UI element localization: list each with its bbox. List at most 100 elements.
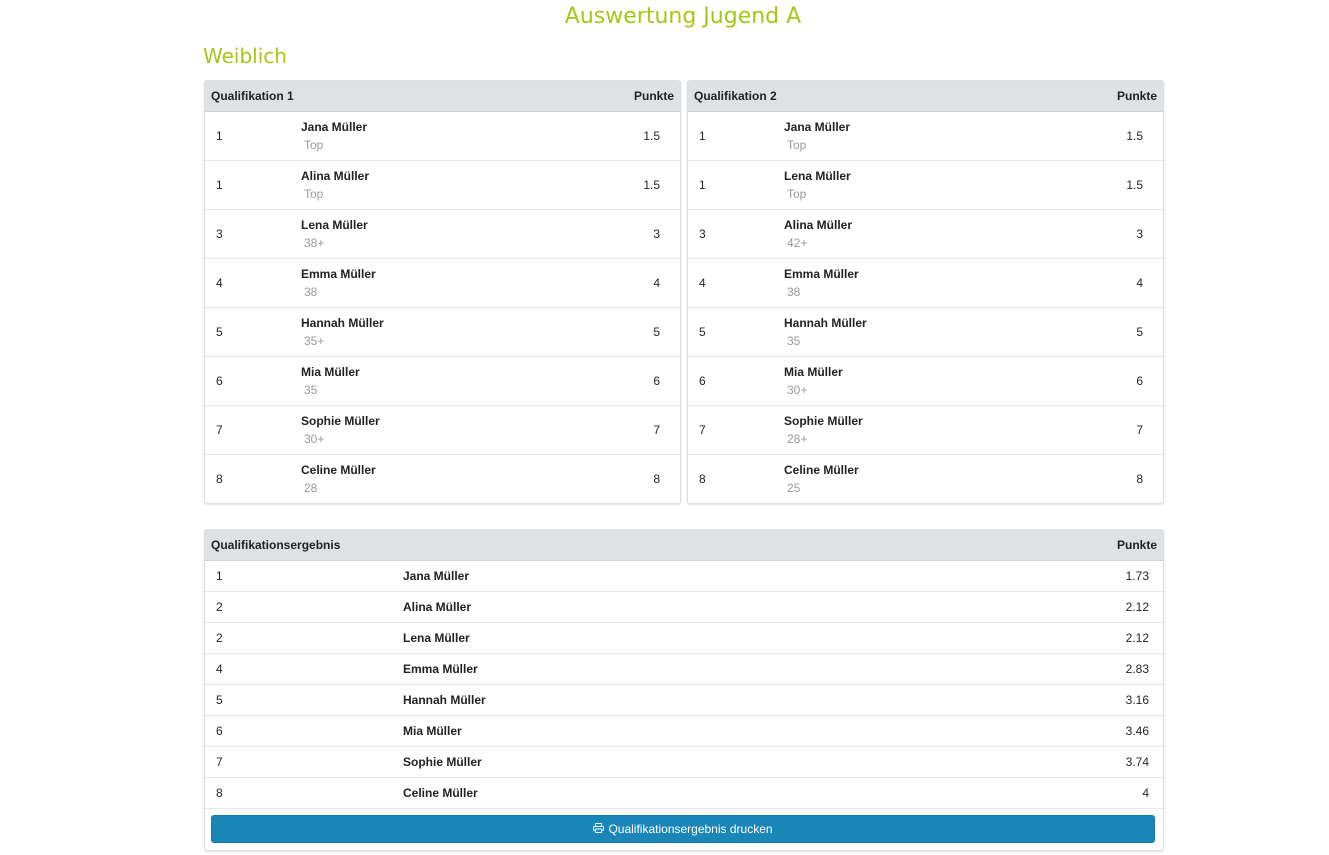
rank: 7	[216, 755, 223, 769]
athlete-name: Sophie Müller	[301, 414, 380, 428]
result-value: Top	[787, 187, 807, 201]
table-row: 6 Mia Müller 35 6	[205, 357, 680, 406]
table-row: 2 Lena Müller 2.12	[205, 623, 1163, 654]
qualification-result-title: Qualifikationsergebnis	[211, 538, 341, 552]
points-value: 5	[653, 325, 660, 339]
points-value: 1.73	[1125, 569, 1149, 583]
athlete-name: Emma Müller	[403, 662, 478, 676]
result-value: 38+	[304, 236, 325, 250]
athlete-name: Celine Müller	[784, 463, 859, 477]
result-value: Top	[304, 138, 324, 152]
table-row: 5 Hannah Müller 3.16	[205, 685, 1163, 716]
rank: 1	[699, 178, 706, 192]
athlete-name: Hannah Müller	[403, 693, 486, 707]
points-value: 1.5	[643, 178, 660, 192]
points-column-header: Punkte	[633, 89, 674, 103]
points-value: 6	[653, 374, 660, 388]
rank: 3	[216, 227, 223, 241]
table-row: 3 Lena Müller 38+ 3	[205, 210, 680, 259]
athlete-name: Emma Müller	[784, 267, 859, 281]
athlete-name: Lena Müller	[403, 631, 470, 645]
points-value: 2.12	[1125, 600, 1149, 614]
qualification-1-title: Qualifikation 1	[211, 89, 294, 103]
points-value: 3.74	[1125, 755, 1149, 769]
page-title: Auswertung Jugend A	[564, 4, 802, 29]
qualification-2-body: 1 Jana Müller Top 1.5 1 Lena Müller Top 1.5 3 Ali…	[688, 112, 1163, 503]
qualification-2-header: Qualifikation 2 Punkte	[688, 81, 1163, 112]
table-row: 7 Sophie Müller 3.74	[205, 747, 1163, 778]
athlete-name: Lena Müller	[784, 169, 851, 183]
printer-icon	[593, 822, 605, 836]
points-value: 7	[1136, 423, 1143, 437]
rank: 2	[216, 631, 223, 645]
rank: 7	[699, 423, 706, 437]
athlete-name: Celine Müller	[403, 786, 478, 800]
qualification-1-header: Qualifikation 1 Punkte	[205, 81, 680, 112]
athlete-name: Sophie Müller	[403, 755, 482, 769]
rank: 6	[699, 374, 706, 388]
table-row: 6 Mia Müller 30+ 6	[688, 357, 1163, 406]
rank: 4	[699, 276, 706, 290]
result-value: 28	[304, 481, 318, 495]
athlete-name: Lena Müller	[301, 218, 368, 232]
points-value: 3	[1136, 227, 1143, 241]
section-title-weiblich: Weiblich	[203, 44, 287, 68]
table-row: 1 Jana Müller Top 1.5	[205, 112, 680, 161]
result-value: 42+	[787, 236, 808, 250]
table-row: 1 Lena Müller Top 1.5	[688, 161, 1163, 210]
points-value: 3	[653, 227, 660, 241]
athlete-name: Celine Müller	[301, 463, 376, 477]
table-row: 4 Emma Müller 38 4	[205, 259, 680, 308]
athlete-name: Mia Müller	[784, 365, 843, 379]
athlete-name: Alina Müller	[403, 600, 472, 614]
rank: 6	[216, 374, 223, 388]
print-result-button[interactable]: Qualifikationsergebnis drucken	[211, 815, 1155, 843]
qualification-result-header: Qualifikationsergebnis Punkte	[205, 530, 1163, 561]
points-value: 7	[653, 423, 660, 437]
points-value: 3.16	[1125, 693, 1149, 707]
qualification-1-body: 1 Jana Müller Top 1.5 1 Alina Müller Top 1.5 3 Le…	[205, 112, 680, 503]
athlete-name: Jana Müller	[403, 569, 470, 583]
rank: 5	[216, 693, 223, 707]
points-value: 2.12	[1125, 631, 1149, 645]
athlete-name: Hannah Müller	[784, 316, 867, 330]
rank: 1	[699, 129, 706, 143]
points-value: 6	[1136, 374, 1143, 388]
points-value: 1.5	[1126, 129, 1143, 143]
result-value: 35	[304, 383, 318, 397]
rank: 1	[216, 129, 223, 143]
result-value: 28+	[787, 432, 808, 446]
result-value: 38	[304, 285, 318, 299]
points-value: 4	[1142, 786, 1149, 800]
qualification-1-table: Qualifikation 1 Punkte 1 Jana Müller Top 1.…	[204, 80, 681, 504]
table-row: 5 Hannah Müller 35 5	[688, 308, 1163, 357]
qualification-result-table: Qualifikationsergebnis Punkte 1 Jana Müll…	[204, 529, 1164, 851]
athlete-name: Mia Müller	[301, 365, 360, 379]
rank: 3	[699, 227, 706, 241]
qualification-2-table: Qualifikation 2 Punkte 1 Jana Müller Top 1.…	[687, 80, 1164, 504]
athlete-name: Alina Müller	[784, 218, 853, 232]
points-column-header: Punkte	[1116, 89, 1157, 103]
table-row: 7 Sophie Müller 28+ 7	[688, 406, 1163, 455]
rank: 1	[216, 569, 223, 583]
result-value: 38	[787, 285, 801, 299]
points-value: 8	[1136, 472, 1143, 486]
result-value: Top	[304, 187, 324, 201]
table-row: 5 Hannah Müller 35+ 5	[205, 308, 680, 357]
points-column-header: Punkte	[1116, 538, 1157, 552]
rank: 4	[216, 276, 223, 290]
table-row: 8 Celine Müller 28 8	[205, 455, 680, 503]
rank: 5	[699, 325, 706, 339]
table-row: 6 Mia Müller 3.46	[205, 716, 1163, 747]
athlete-name: Sophie Müller	[784, 414, 863, 428]
points-value: 1.5	[643, 129, 660, 143]
table-row: 2 Alina Müller 2.12	[205, 592, 1163, 623]
qualification-result-body: 1 Jana Müller 1.73 2 Alina Müller 2.12 2 Lena M…	[205, 561, 1163, 809]
points-value: 4	[1136, 276, 1143, 290]
rank: 4	[216, 662, 223, 676]
rank: 6	[216, 724, 223, 738]
rank: 2	[216, 600, 223, 614]
rank: 5	[216, 325, 223, 339]
table-row: 8 Celine Müller 4	[205, 778, 1163, 809]
rank: 1	[216, 178, 223, 192]
